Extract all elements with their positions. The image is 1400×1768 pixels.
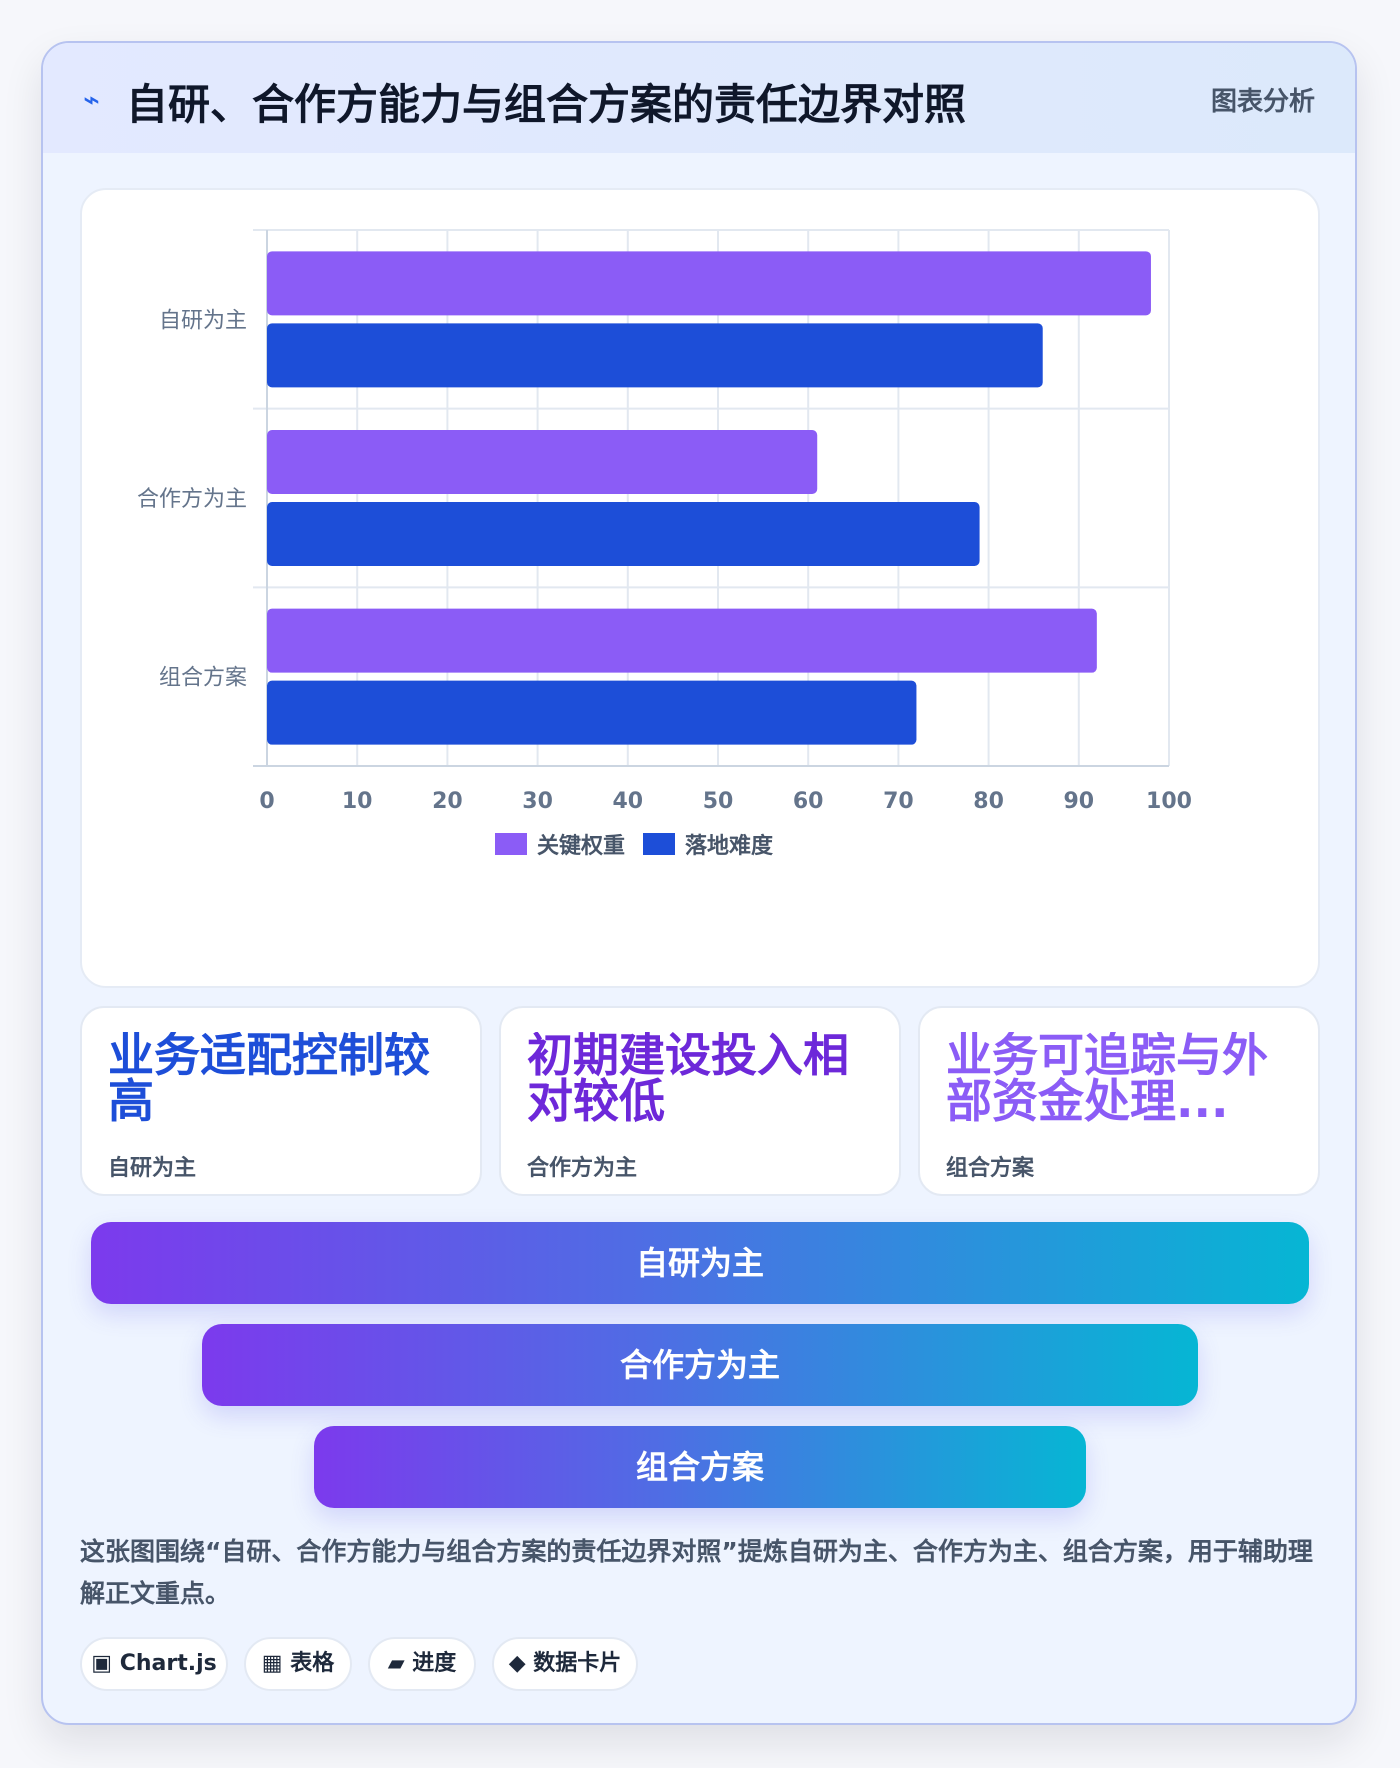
stat-label: 自研为主 bbox=[108, 1156, 197, 1181]
header-tag: 图表分析 bbox=[1210, 87, 1315, 117]
pyramid-level-1: 自研为主 bbox=[91, 1222, 1309, 1304]
chart-icon: ▣ bbox=[91, 1651, 113, 1676]
stat-value: 初期建设投入相对较低 bbox=[527, 1032, 849, 1124]
progress-icon: ▰ bbox=[387, 1651, 405, 1676]
analysis-card: ⌁ 自研、合作方能力与组合方案的责任边界对照 图表分析 0 10 20 30 40 50 6… bbox=[41, 41, 1357, 1725]
pill-table[interactable]: ▦ 表格 bbox=[244, 1637, 352, 1691]
legend-label: 落地难度 bbox=[685, 833, 774, 859]
x-tick-label: 90 bbox=[1063, 789, 1094, 814]
x-tick-label: 40 bbox=[612, 789, 643, 814]
bar-difficulty bbox=[267, 323, 1043, 388]
legend-swatch bbox=[495, 833, 527, 855]
bar-weight bbox=[267, 608, 1097, 673]
bar-weight bbox=[267, 430, 818, 494]
pill-label: 进度 bbox=[412, 1651, 457, 1676]
stat-value: 业务适配控制较高 bbox=[108, 1032, 430, 1124]
legend-swatch bbox=[643, 833, 675, 855]
stat-label: 组合方案 bbox=[946, 1156, 1035, 1181]
chart-panel: 0 10 20 30 40 50 60 70 80 90 100 自研为主合作方为主组合方案关键权重 落… bbox=[80, 188, 1320, 988]
x-tick-label: 10 bbox=[342, 789, 373, 814]
x-tick-label: 100 bbox=[1146, 789, 1192, 814]
stat-card-2: 初期建设投入相对较低 合作方为主 bbox=[499, 1006, 901, 1196]
y-tick-label: 组合方案 bbox=[159, 666, 247, 691]
bar-weight bbox=[267, 251, 1151, 316]
x-tick-label: 60 bbox=[793, 789, 824, 814]
bar-difficulty bbox=[267, 502, 980, 566]
pill-label: 表格 bbox=[290, 1651, 335, 1676]
x-tick-label: 70 bbox=[883, 789, 914, 814]
pill-label: Chart.js bbox=[119, 1651, 217, 1676]
summary-text: 这张图围绕“自研、合作方能力与组合方案的责任边界对照”提炼自研为主、合作方为主、… bbox=[80, 1537, 1313, 1608]
pyramid-level-2: 合作方为主 bbox=[202, 1324, 1198, 1406]
x-tick-label: 80 bbox=[973, 789, 1004, 814]
table-icon: ▦ bbox=[261, 1651, 283, 1676]
y-tick-label: 合作方为主 bbox=[137, 487, 247, 512]
x-tick-label: 30 bbox=[522, 789, 553, 814]
pill-label: 数据卡片 bbox=[533, 1651, 622, 1676]
y-tick-label: 自研为主 bbox=[159, 308, 247, 333]
x-tick-label: 50 bbox=[703, 789, 734, 814]
page-title: 自研、合作方能力与组合方案的责任边界对照 bbox=[126, 80, 967, 129]
stat-card-1: 业务适配控制较高 自研为主 bbox=[80, 1006, 482, 1196]
pill-progress[interactable]: ▰ 进度 bbox=[368, 1637, 476, 1691]
pill-data-card[interactable]: ◆ 数据卡片 bbox=[492, 1637, 638, 1691]
x-tick-label: 20 bbox=[432, 789, 463, 814]
bar-difficulty bbox=[267, 680, 917, 745]
stat-value: 业务可追踪与外部资金处理... bbox=[946, 1032, 1268, 1124]
pill-chartjs[interactable]: ▣ Chart.js bbox=[80, 1637, 228, 1691]
bolt-icon: ⌁ bbox=[83, 83, 100, 116]
pyramid-level-3: 组合方案 bbox=[314, 1426, 1086, 1508]
stat-card-3: 业务可追踪与外部资金处理... 组合方案 bbox=[918, 1006, 1320, 1196]
stat-label: 合作方为主 bbox=[527, 1156, 638, 1181]
x-tick-label: 0 bbox=[259, 789, 274, 814]
legend-label: 关键权重 bbox=[537, 833, 625, 859]
card-header: ⌁ 自研、合作方能力与组合方案的责任边界对照 图表分析 bbox=[43, 43, 1355, 153]
diamond-icon: ◆ bbox=[508, 1651, 526, 1676]
